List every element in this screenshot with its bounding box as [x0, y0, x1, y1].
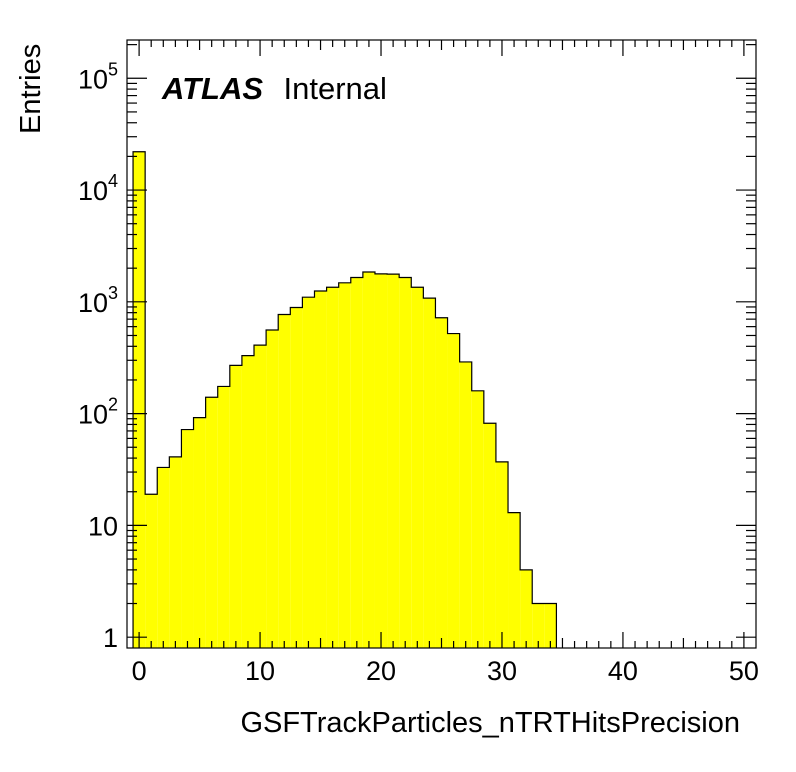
histogram-bar	[326, 287, 339, 648]
x-tick-labels: 0 10 20 30 40 50	[132, 656, 759, 686]
histogram-bar	[435, 317, 448, 648]
histogram-bar	[338, 282, 351, 648]
histogram-bars	[133, 151, 557, 648]
histogram-bar	[423, 298, 436, 648]
x-tick-label: 0	[132, 656, 147, 686]
histogram-bar	[508, 512, 521, 648]
histogram-bar	[374, 273, 388, 648]
histogram-bar	[278, 314, 291, 648]
y-tick-label: 105	[78, 59, 118, 94]
atlas-label-experiment: ATLAS	[161, 71, 263, 106]
histogram-bar	[266, 329, 279, 648]
y-axis-title: Entries	[15, 44, 47, 134]
x-tick-label: 10	[245, 656, 275, 686]
histogram-bar	[387, 274, 400, 648]
x-tick-label: 50	[729, 656, 759, 686]
histogram-bar	[181, 429, 194, 648]
histogram-bar	[133, 151, 146, 648]
y-tick-label: 104	[78, 171, 118, 206]
histogram-bar	[411, 287, 424, 648]
y-tick-label: 10	[88, 511, 118, 541]
histogram-bar	[205, 397, 218, 648]
histogram-bar	[169, 456, 182, 648]
histogram-bar	[217, 386, 230, 648]
x-tick-label: 20	[366, 656, 396, 686]
histogram-bar	[350, 277, 363, 648]
histogram-bar	[520, 569, 533, 648]
histogram-bar	[254, 345, 267, 648]
x-tick-label: 40	[608, 656, 638, 686]
histogram-bar	[399, 277, 412, 648]
histogram-bar	[314, 290, 327, 648]
y-tick-label: 1	[103, 623, 118, 653]
histogram-bar	[362, 271, 375, 648]
histogram-bar	[157, 467, 170, 648]
histogram-bar	[483, 423, 496, 648]
y-tick-label: 102	[78, 395, 118, 430]
histogram-bar	[145, 494, 158, 648]
histogram-bar	[495, 461, 509, 648]
plot-frame	[126, 39, 757, 649]
y-tick-label: 103	[78, 283, 118, 318]
histogram-outline	[132, 151, 558, 648]
x-tick-label: 30	[487, 656, 517, 686]
atlas-label-status: Internal	[283, 71, 386, 106]
x-axis-title: GSFTrackParticles_nTRTHitsPrecision	[240, 707, 740, 739]
atlas-label: ATLAS Internal	[161, 71, 387, 106]
histogram-bar	[193, 417, 206, 648]
histogram-bar	[290, 307, 303, 648]
histogram-bar	[241, 355, 255, 648]
y-tick-labels: 1 10 102 103 104 105	[78, 59, 118, 653]
histogram-bar	[459, 361, 472, 648]
histogram-bar	[447, 333, 460, 648]
histogram-bar	[302, 297, 315, 648]
histogram-bar	[229, 365, 242, 648]
histogram-bar	[471, 390, 484, 648]
histogram-bar	[544, 603, 557, 648]
histogram-bar	[532, 603, 545, 648]
axis-ticks	[127, 40, 756, 648]
